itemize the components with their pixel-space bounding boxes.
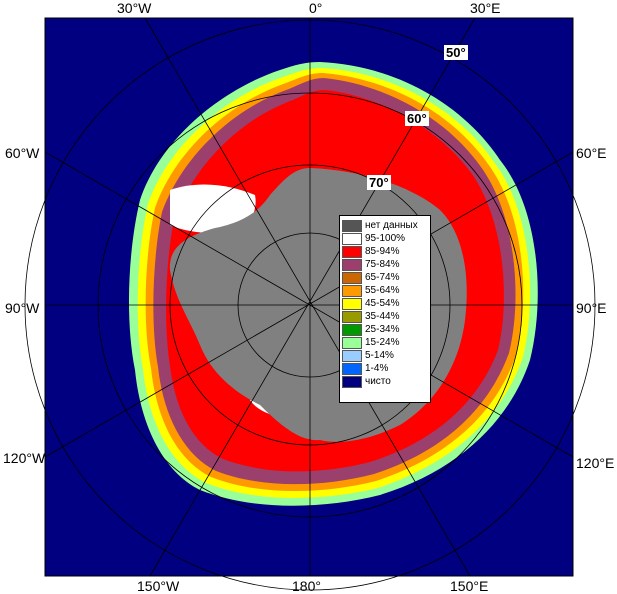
lon-label-30w: 30°W xyxy=(117,0,152,16)
lon-label-120e: 120°E xyxy=(576,455,615,471)
legend-label: 1-4% xyxy=(365,363,389,374)
legend-swatch xyxy=(342,310,362,323)
legend-swatch xyxy=(342,323,362,336)
legend-swatch xyxy=(342,271,362,284)
legend-label: 35-44% xyxy=(365,311,400,322)
legend-item: 45-54% xyxy=(342,297,428,310)
legend-item: 85-94% xyxy=(342,245,428,258)
legend-item: чисто xyxy=(342,375,428,388)
lon-label-90w: 90°W xyxy=(5,300,40,316)
legend-label: 65-74% xyxy=(365,272,400,283)
legend-label: 85-94% xyxy=(365,246,400,257)
legend-item: 1-4% xyxy=(342,362,428,375)
lon-label-150e: 150°E xyxy=(450,578,489,594)
legend-label: 55-64% xyxy=(365,285,400,296)
legend-label: 95-100% xyxy=(365,233,406,244)
lon-label-0: 0° xyxy=(309,0,323,16)
legend-swatch xyxy=(342,362,362,375)
ice-white-weddell xyxy=(170,184,256,234)
lon-label-60e: 60°E xyxy=(576,145,607,161)
legend-item: 5-14% xyxy=(342,349,428,362)
legend-item: 35-44% xyxy=(342,310,428,323)
legend-label: 25-34% xyxy=(365,324,400,335)
lat-label-70: 70° xyxy=(367,175,391,190)
legend-item: 95-100% xyxy=(342,232,428,245)
legend-swatch xyxy=(342,219,362,232)
lat-label-60: 60° xyxy=(405,111,429,126)
legend-item: нет данных xyxy=(342,219,428,232)
lat-label-50: 50° xyxy=(444,45,468,60)
legend-swatch xyxy=(342,232,362,245)
map-legend: нет данных 95-100% 85-94% 75-84% 65-74% 55-64… xyxy=(339,215,431,403)
legend-item: 65-74% xyxy=(342,271,428,284)
meridian-30w-150e xyxy=(144,17,471,577)
legend-swatch xyxy=(342,297,362,310)
legend-label: 15-24% xyxy=(365,337,400,348)
legend-label: чисто xyxy=(365,376,391,387)
legend-swatch xyxy=(342,284,362,297)
legend-swatch xyxy=(342,258,362,271)
lon-label-90e: 90°E xyxy=(576,300,607,316)
legend-item: 15-24% xyxy=(342,336,428,349)
legend-item: 75-84% xyxy=(342,258,428,271)
legend-swatch xyxy=(342,245,362,258)
legend-label: 5-14% xyxy=(365,350,394,361)
legend-label: 45-54% xyxy=(365,298,400,309)
lon-label-180: 180° xyxy=(292,578,321,594)
legend-label: 75-84% xyxy=(365,259,400,270)
lon-label-30e: 30°E xyxy=(470,0,501,16)
legend-item: 25-34% xyxy=(342,323,428,336)
legend-label: нет данных xyxy=(365,220,418,231)
meridian-60e-120w xyxy=(44,151,574,458)
legend-item: 55-64% xyxy=(342,284,428,297)
lon-label-150w: 150°W xyxy=(137,578,180,594)
legend-swatch xyxy=(342,349,362,362)
legend-swatch xyxy=(342,336,362,349)
lon-label-60w: 60°W xyxy=(5,145,40,161)
legend-swatch xyxy=(342,375,362,388)
lon-label-120w: 120°W xyxy=(3,450,46,466)
